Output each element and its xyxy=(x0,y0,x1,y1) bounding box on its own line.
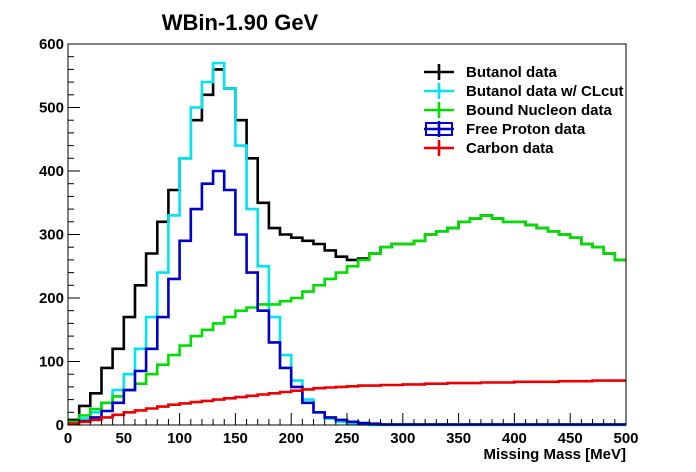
y-axis: 0 100 200 300 400 500 600 xyxy=(39,36,80,434)
y-tick-label: 200 xyxy=(39,290,64,307)
y-tick-label: 500 xyxy=(39,100,64,117)
legend-label: Carbon data xyxy=(466,140,554,157)
x-tick-label: 500 xyxy=(613,430,638,447)
x-tick-label: 200 xyxy=(279,430,304,447)
x-tick-label: 50 xyxy=(115,430,132,447)
x-tick-label: 450 xyxy=(558,430,583,447)
x-axis: 0 50 100 150 200 250 300 350 400 450 500 xyxy=(64,413,639,447)
x-tick-label: 150 xyxy=(223,430,248,447)
legend-label: Bound Nucleon data xyxy=(466,102,612,119)
y-tick-label: 600 xyxy=(39,36,64,53)
x-tick-label: 0 xyxy=(64,430,72,447)
series-line-2 xyxy=(68,214,626,424)
plot-frame xyxy=(67,43,627,426)
x-tick-label: 100 xyxy=(167,430,192,447)
y-tick-label: 400 xyxy=(39,163,64,180)
x-tick-label: 250 xyxy=(334,430,359,447)
chart-title: WBin-1.90 GeV xyxy=(162,10,319,35)
legend-label: Butanol data w/ CLcut xyxy=(466,83,624,100)
y-tick-label: 300 xyxy=(39,227,64,244)
legend-label: Free Proton data xyxy=(466,121,586,138)
legend-label: Butanol data xyxy=(466,64,557,81)
x-axis-title: Missing Mass [MeV] xyxy=(483,446,626,463)
x-tick-label: 300 xyxy=(390,430,415,447)
y-tick-label: 100 xyxy=(39,354,64,371)
legend: Butanol data Butanol data w/ CLcut Bound N… xyxy=(424,64,624,157)
x-tick-label: 400 xyxy=(502,430,527,447)
series-line-4 xyxy=(68,379,626,425)
x-tick-label: 350 xyxy=(446,430,471,447)
y-tick-label: 0 xyxy=(56,417,64,434)
